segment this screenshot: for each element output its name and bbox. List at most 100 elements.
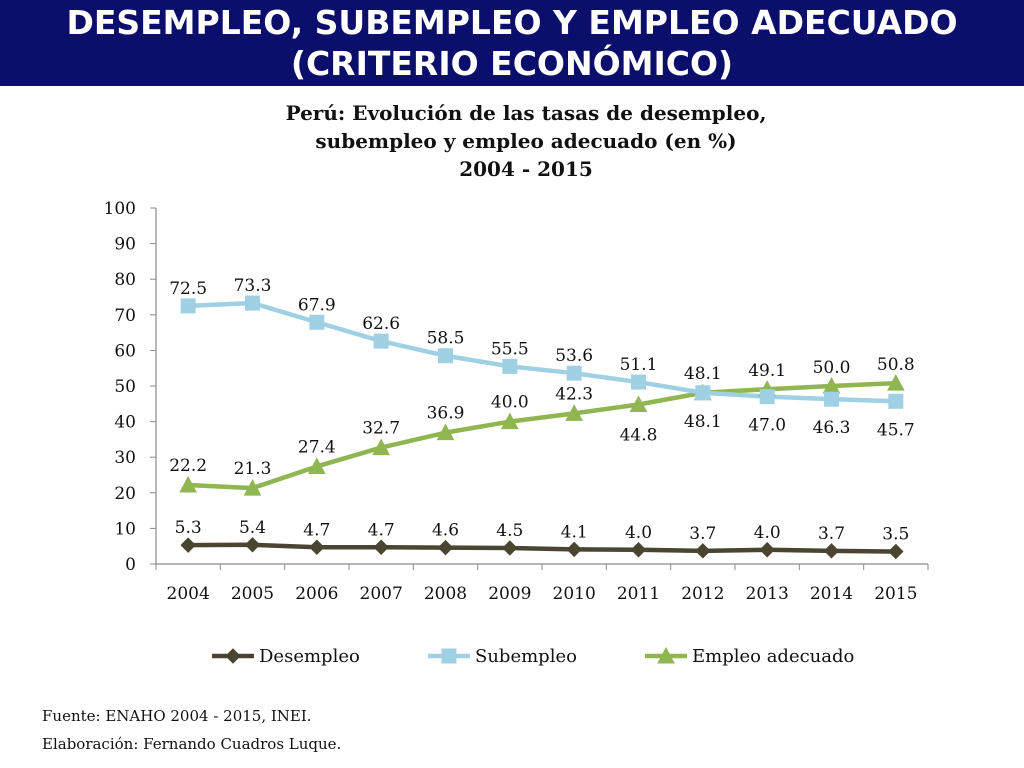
data-point-desempleo bbox=[566, 541, 582, 558]
data-point-empleo-adecuado bbox=[436, 423, 455, 441]
data-label-subempleo: 67.9 bbox=[298, 295, 336, 315]
data-label-empleo-adecuado: 48.1 bbox=[684, 412, 722, 432]
data-point-desempleo bbox=[888, 543, 904, 560]
data-point-subempleo bbox=[631, 374, 646, 390]
y-tick-label: 70 bbox=[114, 306, 136, 326]
data-point-subempleo bbox=[824, 391, 839, 407]
title-banner: DESEMPLEO, SUBEMPLEO Y EMPLEO ADECUADO (… bbox=[0, 0, 1024, 86]
data-point-subempleo bbox=[566, 365, 582, 381]
y-tick-label: 100 bbox=[104, 199, 136, 219]
data-label-desempleo: 3.5 bbox=[882, 525, 909, 545]
data-label-empleo-adecuado: 44.8 bbox=[620, 426, 658, 446]
y-tick-label: 50 bbox=[114, 377, 136, 397]
data-point-subempleo bbox=[888, 393, 904, 409]
data-point-empleo-adecuado bbox=[308, 457, 326, 474]
data-label-empleo-adecuado: 32.7 bbox=[362, 419, 400, 439]
data-label-empleo-adecuado: 27.4 bbox=[298, 437, 336, 457]
data-label-empleo-adecuado: 40.0 bbox=[491, 393, 529, 413]
data-label-subempleo: 62.6 bbox=[362, 314, 400, 334]
legend-marker-desempleo bbox=[225, 648, 241, 664]
data-label-empleo-adecuado: 49.1 bbox=[748, 361, 786, 381]
data-label-desempleo: 4.7 bbox=[303, 520, 330, 540]
x-tick-label: 2010 bbox=[553, 584, 596, 604]
data-label-subempleo: 46.3 bbox=[813, 418, 851, 438]
data-label-desempleo: 3.7 bbox=[818, 524, 845, 544]
data-label-desempleo: 4.5 bbox=[496, 521, 523, 541]
data-point-desempleo bbox=[309, 539, 325, 555]
data-label-desempleo: 5.4 bbox=[239, 518, 266, 538]
x-tick-label: 2005 bbox=[231, 584, 274, 604]
data-label-empleo-adecuado: 50.0 bbox=[813, 358, 851, 378]
data-label-desempleo: 5.3 bbox=[175, 518, 202, 538]
data-point-desempleo bbox=[502, 540, 518, 556]
x-tick-label: 2013 bbox=[746, 584, 789, 604]
data-point-empleo-adecuado bbox=[243, 479, 262, 496]
x-tick-label: 2007 bbox=[360, 584, 403, 604]
data-point-desempleo bbox=[823, 543, 840, 559]
y-tick-label: 40 bbox=[114, 413, 136, 433]
x-tick-label: 2014 bbox=[810, 584, 853, 604]
data-point-empleo-adecuado bbox=[501, 412, 519, 430]
data-label-desempleo: 4.0 bbox=[754, 523, 781, 543]
legend-label-desempleo: Desempleo bbox=[259, 646, 360, 667]
x-tick-label: 2012 bbox=[681, 584, 724, 604]
data-point-desempleo bbox=[630, 542, 647, 558]
data-point-desempleo bbox=[373, 539, 389, 555]
data-label-subempleo: 53.6 bbox=[555, 346, 593, 366]
x-tick-label: 2004 bbox=[167, 584, 210, 604]
data-label-desempleo: 3.7 bbox=[689, 524, 716, 544]
x-tick-label: 2009 bbox=[488, 584, 531, 604]
banner-title-line-2: (CRITERIO ECONÓMICO) bbox=[290, 44, 734, 83]
y-tick-label: 20 bbox=[114, 484, 136, 504]
data-label-desempleo: 4.1 bbox=[561, 522, 588, 542]
chart-title-line-3: 2004 - 2015 bbox=[459, 157, 593, 181]
y-tick-label: 30 bbox=[114, 448, 136, 468]
series-line-desempleo bbox=[188, 542, 896, 554]
x-tick-label: 2011 bbox=[617, 584, 660, 604]
data-point-subempleo bbox=[373, 333, 389, 349]
x-tick-label: 2008 bbox=[424, 584, 467, 604]
data-label-desempleo: 4.0 bbox=[625, 523, 652, 543]
data-label-empleo-adecuado: 42.3 bbox=[555, 384, 593, 404]
y-tick-label: 80 bbox=[114, 270, 136, 290]
data-point-empleo-adecuado bbox=[372, 438, 390, 456]
legend-label-subempleo: Subempleo bbox=[475, 646, 577, 667]
data-point-desempleo bbox=[244, 537, 261, 553]
data-label-subempleo: 72.5 bbox=[169, 279, 207, 299]
data-label-subempleo: 45.7 bbox=[877, 420, 915, 440]
data-label-subempleo: 58.5 bbox=[427, 329, 465, 349]
data-point-empleo-adecuado bbox=[886, 374, 905, 391]
y-tick-label: 90 bbox=[114, 235, 136, 255]
data-point-subempleo bbox=[695, 385, 711, 401]
data-point-subempleo bbox=[180, 298, 196, 314]
y-tick-label: 0 bbox=[125, 555, 136, 575]
data-point-desempleo bbox=[437, 539, 454, 556]
data-label-subempleo: 48.1 bbox=[684, 364, 722, 384]
data-label-subempleo: 73.3 bbox=[234, 276, 272, 296]
chart-title-line-1: Perú: Evolución de las tasas de desemple… bbox=[286, 101, 767, 125]
series-line-empleo-adecuado bbox=[188, 380, 896, 491]
data-label-desempleo: 4.7 bbox=[368, 520, 395, 540]
data-label-subempleo: 55.5 bbox=[491, 339, 529, 359]
y-tick-label: 60 bbox=[114, 341, 136, 361]
data-label-empleo-adecuado: 21.3 bbox=[234, 459, 272, 479]
banner-title-line-1: DESEMPLEO, SUBEMPLEO Y EMPLEO ADECUADO bbox=[66, 3, 958, 42]
data-point-empleo-adecuado bbox=[179, 475, 198, 493]
data-label-empleo-adecuado: 22.2 bbox=[169, 456, 207, 476]
source-note: Fuente: ENAHO 2004 - 2015, INEI. bbox=[42, 707, 312, 725]
author-note: Elaboración: Fernando Cuadros Luque. bbox=[42, 735, 342, 753]
data-label-empleo-adecuado: 36.9 bbox=[427, 404, 465, 424]
data-point-empleo-adecuado bbox=[629, 395, 648, 413]
line-chart: Perú: Evolución de las tasas de desemple… bbox=[104, 101, 929, 667]
data-point-subempleo bbox=[438, 348, 453, 364]
data-label-subempleo: 47.0 bbox=[748, 416, 786, 436]
legend-marker-subempleo bbox=[441, 648, 457, 664]
legend-label-empleo-adecuado: Empleo adecuado bbox=[692, 646, 854, 667]
data-point-empleo-adecuado bbox=[565, 404, 584, 421]
data-label-desempleo: 4.6 bbox=[432, 521, 459, 541]
data-point-subempleo bbox=[502, 358, 518, 374]
legend-marker-empleo-adecuado bbox=[657, 646, 675, 664]
y-tick-label: 10 bbox=[114, 519, 136, 539]
data-point-desempleo bbox=[180, 537, 196, 553]
data-point-desempleo bbox=[695, 543, 711, 559]
